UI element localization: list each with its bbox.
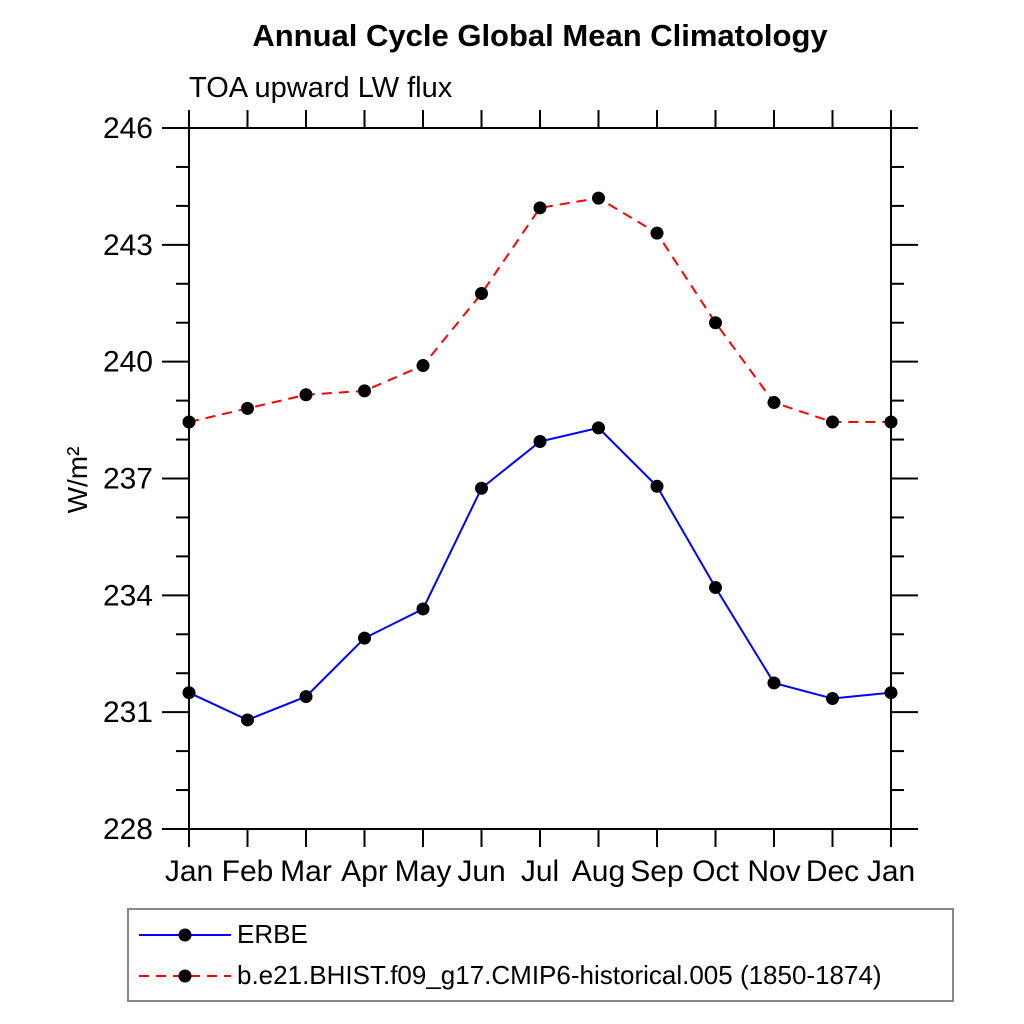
x-tick-label: Oct bbox=[692, 855, 739, 888]
series-marker-0 bbox=[299, 690, 313, 704]
series-marker-1 bbox=[475, 287, 488, 301]
legend-marker-dot-icon bbox=[178, 969, 192, 982]
y-tick-label: 243 bbox=[103, 229, 153, 262]
plot-frame bbox=[188, 127, 892, 830]
series-marker-0 bbox=[767, 676, 781, 690]
x-tick-label: Nov bbox=[747, 855, 800, 888]
y-tick-label: 240 bbox=[103, 346, 153, 379]
legend-label-erbe: ERBE bbox=[237, 919, 308, 949]
y-tick-label: 234 bbox=[103, 579, 153, 612]
series-marker-1 bbox=[299, 388, 313, 402]
y-tick-label: 246 bbox=[103, 112, 153, 145]
x-tick-label: Jan bbox=[165, 855, 213, 888]
x-tick-label: Sep bbox=[630, 855, 683, 888]
series-line-1 bbox=[188, 197, 891, 424]
series-marker-0 bbox=[884, 686, 898, 700]
x-tick-label: Aug bbox=[572, 855, 625, 888]
series-marker-1 bbox=[416, 359, 430, 373]
series-marker-0 bbox=[650, 479, 664, 493]
series-marker-1 bbox=[592, 191, 605, 205]
series-marker-1 bbox=[884, 415, 898, 429]
y-axis-label: W/m² bbox=[62, 446, 93, 514]
x-tick-label: Feb bbox=[222, 855, 274, 888]
series-marker-0 bbox=[416, 602, 430, 616]
y-tick-label: 231 bbox=[103, 696, 153, 729]
x-tick-label: Mar bbox=[280, 855, 332, 888]
legend-sample-solid-line-icon bbox=[139, 928, 231, 941]
series-marker-0 bbox=[475, 481, 488, 495]
legend: ERBE b.e21.BHIST.f09_g17.CMIP6-historica… bbox=[127, 908, 954, 1002]
y-tick-label: 228 bbox=[103, 813, 153, 846]
legend-sample-dashed-line-icon bbox=[139, 969, 231, 982]
series-marker-0 bbox=[826, 692, 839, 706]
legend-label-model: b.e21.BHIST.f09_g17.CMIP6-historical.005… bbox=[237, 960, 882, 990]
series-marker-0 bbox=[241, 713, 254, 727]
legend-entry-erbe: ERBE bbox=[135, 915, 952, 955]
legend-marker-dot-icon bbox=[178, 928, 192, 941]
series-marker-1 bbox=[241, 401, 254, 415]
x-tick-label: Jun bbox=[457, 855, 505, 888]
y-tick-label: 237 bbox=[103, 463, 153, 496]
chart-subtitle: TOA upward LW flux bbox=[189, 72, 453, 104]
series-marker-0 bbox=[533, 435, 547, 449]
series-marker-0 bbox=[182, 686, 196, 700]
series-marker-0 bbox=[709, 581, 722, 595]
x-tick-label: Jul bbox=[521, 855, 559, 888]
series-marker-1 bbox=[182, 415, 196, 429]
series-marker-1 bbox=[358, 384, 371, 398]
series-marker-1 bbox=[826, 415, 839, 429]
x-tick-label: Apr bbox=[341, 855, 388, 888]
chart-title: Annual Cycle Global Mean Climatology bbox=[252, 18, 828, 53]
series-marker-1 bbox=[533, 201, 547, 215]
series-marker-1 bbox=[650, 226, 664, 240]
series-line-0 bbox=[188, 426, 892, 722]
legend-entry-model: b.e21.BHIST.f09_g17.CMIP6-historical.005… bbox=[135, 956, 952, 996]
series-marker-1 bbox=[709, 316, 722, 330]
x-tick-label: Jan bbox=[867, 855, 915, 888]
series-marker-1 bbox=[767, 396, 781, 410]
x-tick-label: Dec bbox=[806, 855, 859, 888]
series-marker-0 bbox=[592, 421, 605, 435]
x-tick-label: May bbox=[395, 855, 452, 888]
series-marker-0 bbox=[358, 631, 371, 645]
